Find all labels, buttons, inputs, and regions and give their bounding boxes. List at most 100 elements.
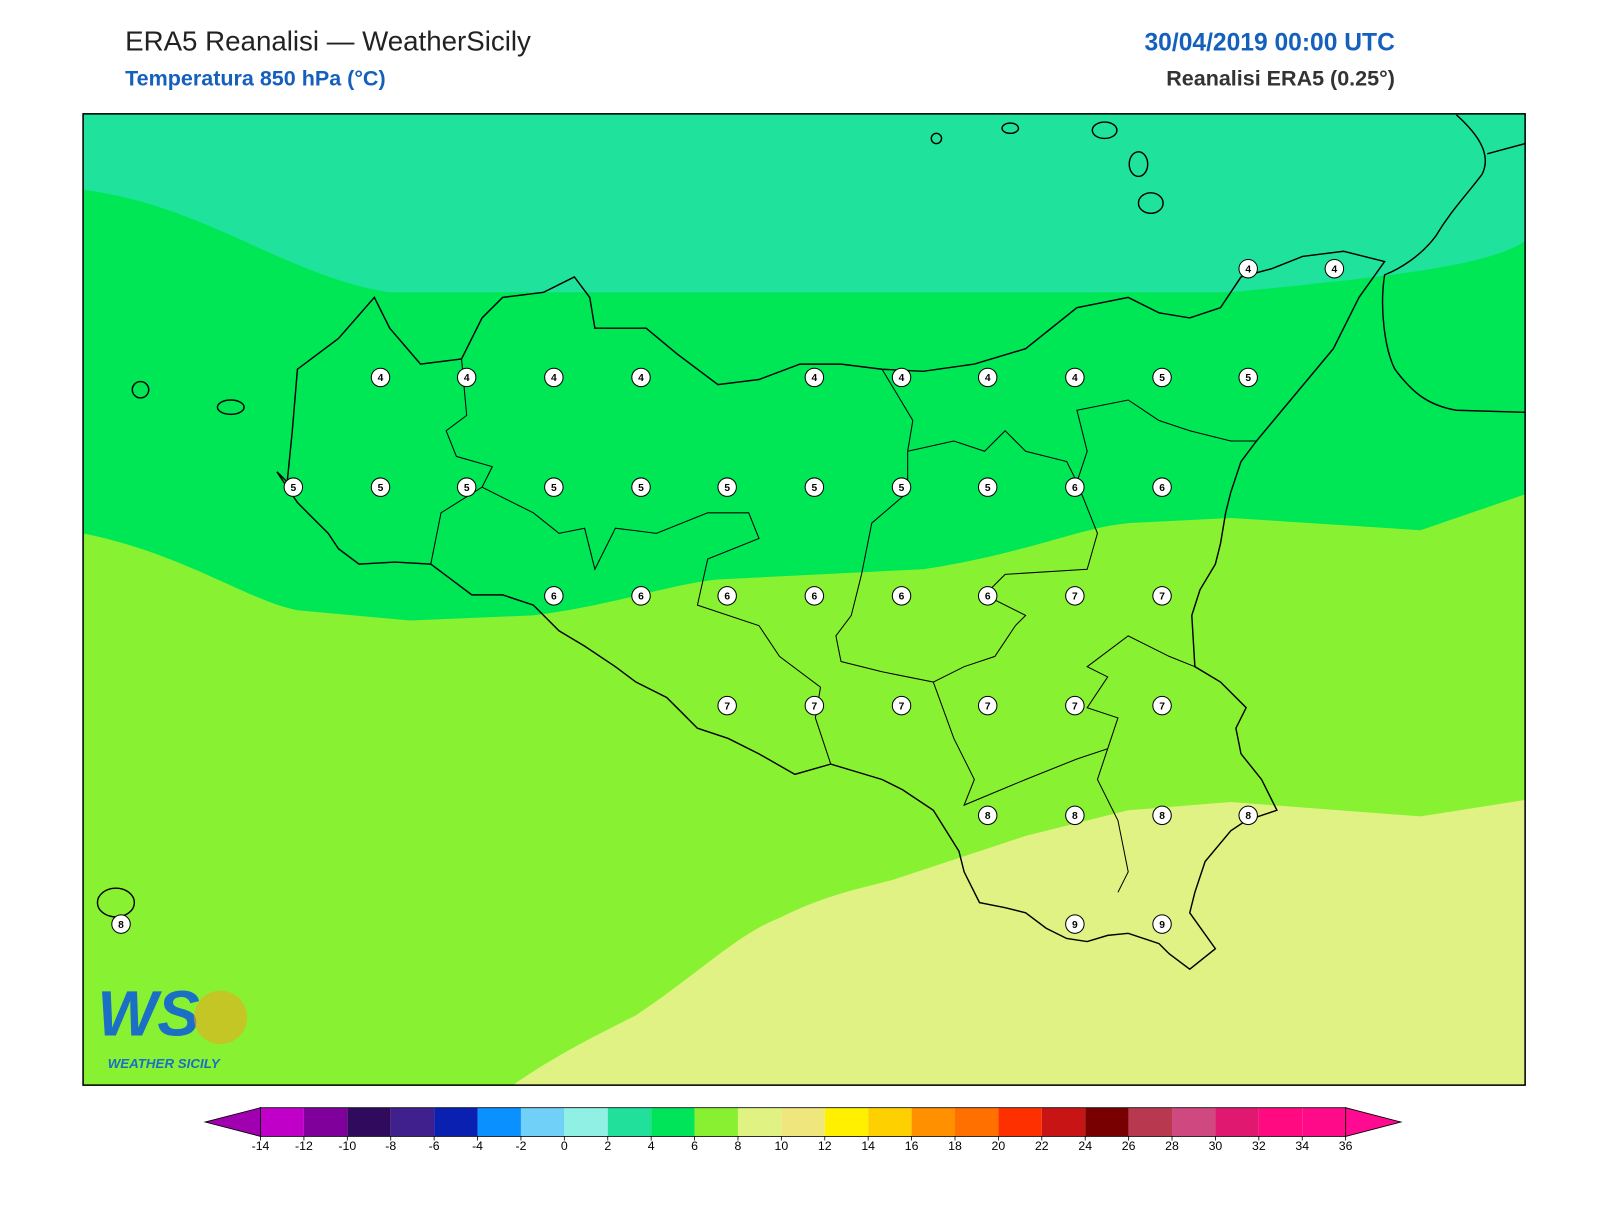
station-marker xyxy=(977,367,998,388)
station-value: 5 xyxy=(290,483,296,494)
station: 5 xyxy=(456,477,477,497)
station-marker xyxy=(544,586,564,606)
station-value: 5 xyxy=(985,483,991,494)
colorbar-tick-label: 30 xyxy=(1209,1139,1223,1153)
station-value: 6 xyxy=(985,592,991,603)
station: 8 xyxy=(1065,805,1085,826)
station-value: 7 xyxy=(1159,592,1165,603)
station-marker xyxy=(456,477,477,497)
station-value: 7 xyxy=(1072,592,1078,603)
station: 4 xyxy=(631,367,651,388)
colorbar-box xyxy=(824,1107,869,1137)
colorbar-box xyxy=(260,1107,304,1137)
coastlines xyxy=(96,114,1526,971)
station-value: 7 xyxy=(724,701,730,712)
colorbar-box xyxy=(868,1107,912,1137)
station-value: 5 xyxy=(724,483,730,494)
colorbar-box xyxy=(1172,1107,1216,1137)
station-marker xyxy=(283,477,304,497)
station-marker xyxy=(631,477,651,497)
station: 4 xyxy=(1324,258,1345,279)
station-value: 5 xyxy=(638,483,644,494)
station-value: 6 xyxy=(724,592,730,603)
station-marker xyxy=(631,367,651,388)
colorbar-tick-label: -14 xyxy=(252,1139,270,1153)
colorbar-box xyxy=(1041,1107,1086,1137)
colorbar-tick-label: 32 xyxy=(1252,1139,1266,1153)
colorbar-tick-label: 36 xyxy=(1339,1139,1353,1153)
colorbar-outline xyxy=(260,1107,1347,1137)
station-value: 6 xyxy=(1159,483,1165,494)
colorbar-tick-label: -12 xyxy=(295,1139,313,1153)
station-value: 5 xyxy=(464,483,470,494)
logo: WS WEATHER SICILY xyxy=(97,978,248,1071)
colorbar-tick-label: 4 xyxy=(648,1139,655,1153)
station-value: 5 xyxy=(899,483,905,494)
colorbar-under xyxy=(203,1107,261,1137)
station-value: 4 xyxy=(1072,373,1078,384)
station: 6 xyxy=(1065,477,1085,497)
station-marker xyxy=(1065,914,1085,934)
station: 5 xyxy=(1238,367,1258,388)
station: 9 xyxy=(1065,914,1085,934)
station-value: 5 xyxy=(1159,373,1165,384)
colorbar-box xyxy=(303,1107,348,1137)
colorbar-tick-label: -4 xyxy=(472,1139,483,1153)
colorbar-tick-label: 14 xyxy=(861,1139,875,1153)
station-value: 4 xyxy=(812,373,818,384)
colorbar-tick-label: 26 xyxy=(1122,1139,1136,1153)
station-marker xyxy=(1152,695,1172,716)
station: 7 xyxy=(977,695,998,716)
station-value: 4 xyxy=(1332,264,1338,275)
station-marker xyxy=(631,586,651,606)
colorbar-box xyxy=(694,1107,738,1137)
colorbar-tick-label: 10 xyxy=(775,1139,789,1153)
station: 5 xyxy=(717,477,737,497)
colorbar-box xyxy=(520,1107,565,1137)
station-value: 7 xyxy=(899,701,905,712)
station-marker xyxy=(456,367,477,388)
station: 7 xyxy=(717,695,737,716)
station-value: 9 xyxy=(1159,920,1165,931)
station: 5 xyxy=(977,477,998,497)
colorbar-box xyxy=(477,1107,521,1137)
station: 5 xyxy=(631,477,651,497)
station-marker xyxy=(977,586,998,606)
station-marker xyxy=(717,586,737,606)
station-value: 4 xyxy=(378,373,384,384)
station-value: 4 xyxy=(985,373,991,384)
station-marker xyxy=(804,695,825,716)
station-value: 7 xyxy=(1159,701,1165,712)
colorbar-box xyxy=(390,1107,435,1137)
colorbar-tick-label: 34 xyxy=(1295,1139,1309,1153)
station-value: 5 xyxy=(551,483,557,494)
station-marker xyxy=(717,695,737,716)
colorbar-tick-label: 24 xyxy=(1078,1139,1092,1153)
colorbar-tick-label: 2 xyxy=(604,1139,611,1153)
station-marker xyxy=(1152,477,1172,497)
station-marker xyxy=(1152,805,1172,826)
station: 7 xyxy=(1065,695,1085,716)
station-marker xyxy=(1065,586,1085,606)
colorbar-tick-label: -8 xyxy=(385,1139,396,1153)
colorbar-box xyxy=(1215,1107,1259,1137)
colorbar-box xyxy=(737,1107,782,1137)
station-value: 6 xyxy=(812,592,818,603)
source: Reanalisi ERA5 (0.25°) xyxy=(1166,67,1395,91)
logo-sun xyxy=(193,990,248,1045)
map: 4 4 4 4 4 4 4 4 4 4 5 5 5 5 5 5 5 5 5 5 5 6 6 6 6 6 6 6 6 7 7 7 7 7 7 7 7 8 8 8… xyxy=(83,113,1526,1086)
colorbar-box xyxy=(1085,1107,1129,1137)
station: 4 xyxy=(977,367,998,388)
station: 7 xyxy=(1065,586,1085,606)
station: 4 xyxy=(456,367,477,388)
station: 4 xyxy=(544,367,564,388)
station: 7 xyxy=(1152,695,1172,716)
station: 9 xyxy=(1152,914,1172,934)
station-marker xyxy=(891,586,912,606)
colorbar-tick-label: 8 xyxy=(735,1139,742,1153)
colorbar-tick-label: 0 xyxy=(561,1139,568,1153)
station-marker xyxy=(1152,586,1172,606)
station: 4 xyxy=(804,367,825,388)
station: 6 xyxy=(717,586,737,606)
